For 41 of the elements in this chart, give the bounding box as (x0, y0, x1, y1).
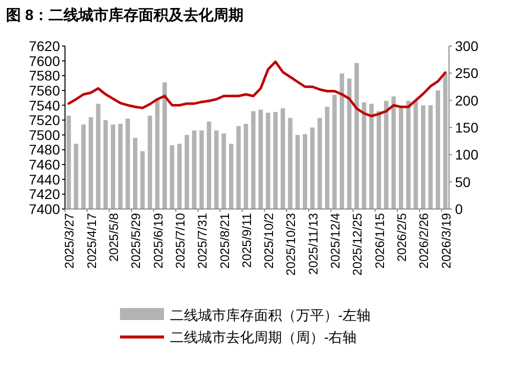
y-tick-label: 7440 (28, 171, 60, 188)
x-tick-label: 2025/12/4 (328, 212, 343, 269)
x-tick-label: 2025/12/25 (350, 212, 365, 276)
x-tick-label: 2025/6/19 (151, 212, 166, 269)
y-tick-label: 7580 (28, 68, 60, 84)
x-tick-label: 2025/5/29 (129, 212, 144, 269)
x-tick-label: 2025/7/10 (173, 212, 188, 269)
y2-tick-label: 0 (455, 201, 463, 217)
x-tick-label: 2026/1/15 (372, 212, 387, 269)
x-tick-label: 2026/2/5 (395, 212, 409, 262)
y2-tick-label: 50 (455, 174, 471, 190)
y2-tick-label: 200 (455, 92, 479, 108)
x-tick-label: 2026/3/19 (439, 212, 454, 269)
x-tick-label: 2025/10/2 (262, 212, 276, 269)
y-tick-label: 7540 (28, 97, 60, 114)
y2-tick-label: 300 (455, 38, 479, 54)
x-tick-label: 2025/5/8 (107, 212, 121, 262)
y2-tick-label: 100 (455, 146, 479, 163)
x-tick-label: 2025/3/27 (62, 212, 77, 269)
x-tick-label: 2025/4/17 (84, 212, 99, 269)
y2-tick-label: 250 (455, 65, 479, 82)
legend-label: 二线城市库存面积（万平）-左轴 (170, 307, 371, 323)
chart-title: 图 8：二线城市库存面积及去化周期 (6, 6, 244, 24)
line-series (67, 60, 447, 118)
x-tick-label: 2026/2/26 (417, 212, 432, 269)
x-tick-label: 2025/7/31 (196, 212, 210, 269)
y-tick-label: 7620 (28, 38, 60, 54)
y-tick-label: 7460 (28, 156, 60, 173)
y-tick-label: 7480 (28, 142, 60, 158)
legend-label: 二线城市去化周期（周）-右轴 (170, 329, 357, 345)
y-tick-label: 7600 (28, 52, 60, 69)
y-tick-label: 7420 (28, 186, 60, 202)
y-tick-label: 7400 (28, 201, 60, 217)
x-tick-label: 2025/11/13 (306, 212, 320, 275)
y2-tick-label: 150 (455, 120, 479, 136)
y-tick-label: 7520 (28, 112, 60, 128)
x-tick-label: 2025/10/23 (284, 212, 298, 276)
x-tick-label: 2025/9/11 (240, 212, 254, 268)
x-tick-label: 2025/8/21 (218, 212, 232, 269)
y-tick-label: 7560 (28, 82, 60, 98)
y-tick-label: 7500 (28, 126, 60, 143)
